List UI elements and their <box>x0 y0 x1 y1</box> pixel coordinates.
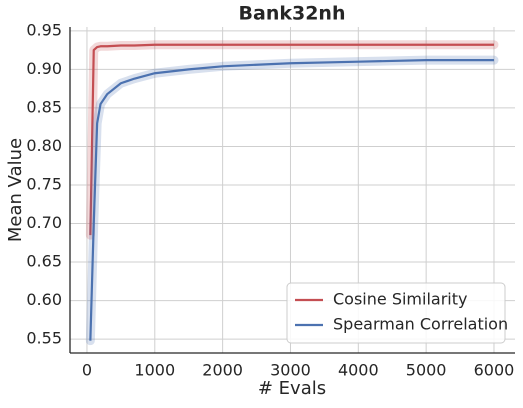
y-tick-label: 0.55 <box>26 329 62 348</box>
x-tick-label: 4000 <box>338 361 379 380</box>
y-tick-label: 0.85 <box>26 97 62 116</box>
x-tick-label: 0 <box>82 361 92 380</box>
y-tick-label: 0.65 <box>26 252 62 271</box>
x-tick-label: 1000 <box>134 361 175 380</box>
x-tick-label: 2000 <box>202 361 243 380</box>
y-tick-label: 0.75 <box>26 174 62 193</box>
x-axis-label: # Evals <box>258 378 326 399</box>
chart-title: Bank32nh <box>239 3 346 25</box>
y-axis-label: Mean Value <box>5 138 26 242</box>
legend-box <box>286 282 506 344</box>
x-tick-label: 6000 <box>474 361 515 380</box>
line <box>89 59 494 341</box>
y-tick-label: 0.60 <box>26 290 62 309</box>
legend-label: Cosine Similarity <box>333 290 467 309</box>
legend-label: Spearman Correlation <box>333 315 508 334</box>
x-tick-label: 3000 <box>270 361 311 380</box>
y-tick-label: 0.70 <box>26 213 62 232</box>
y-tick-label: 0.90 <box>26 59 62 78</box>
y-tick-label: 0.95 <box>26 20 62 39</box>
x-tick-label: 5000 <box>406 361 447 380</box>
line <box>89 43 494 236</box>
legend: Cosine Similarity Spearman Correlation <box>286 282 508 344</box>
y-tick-label: 0.80 <box>26 136 62 155</box>
